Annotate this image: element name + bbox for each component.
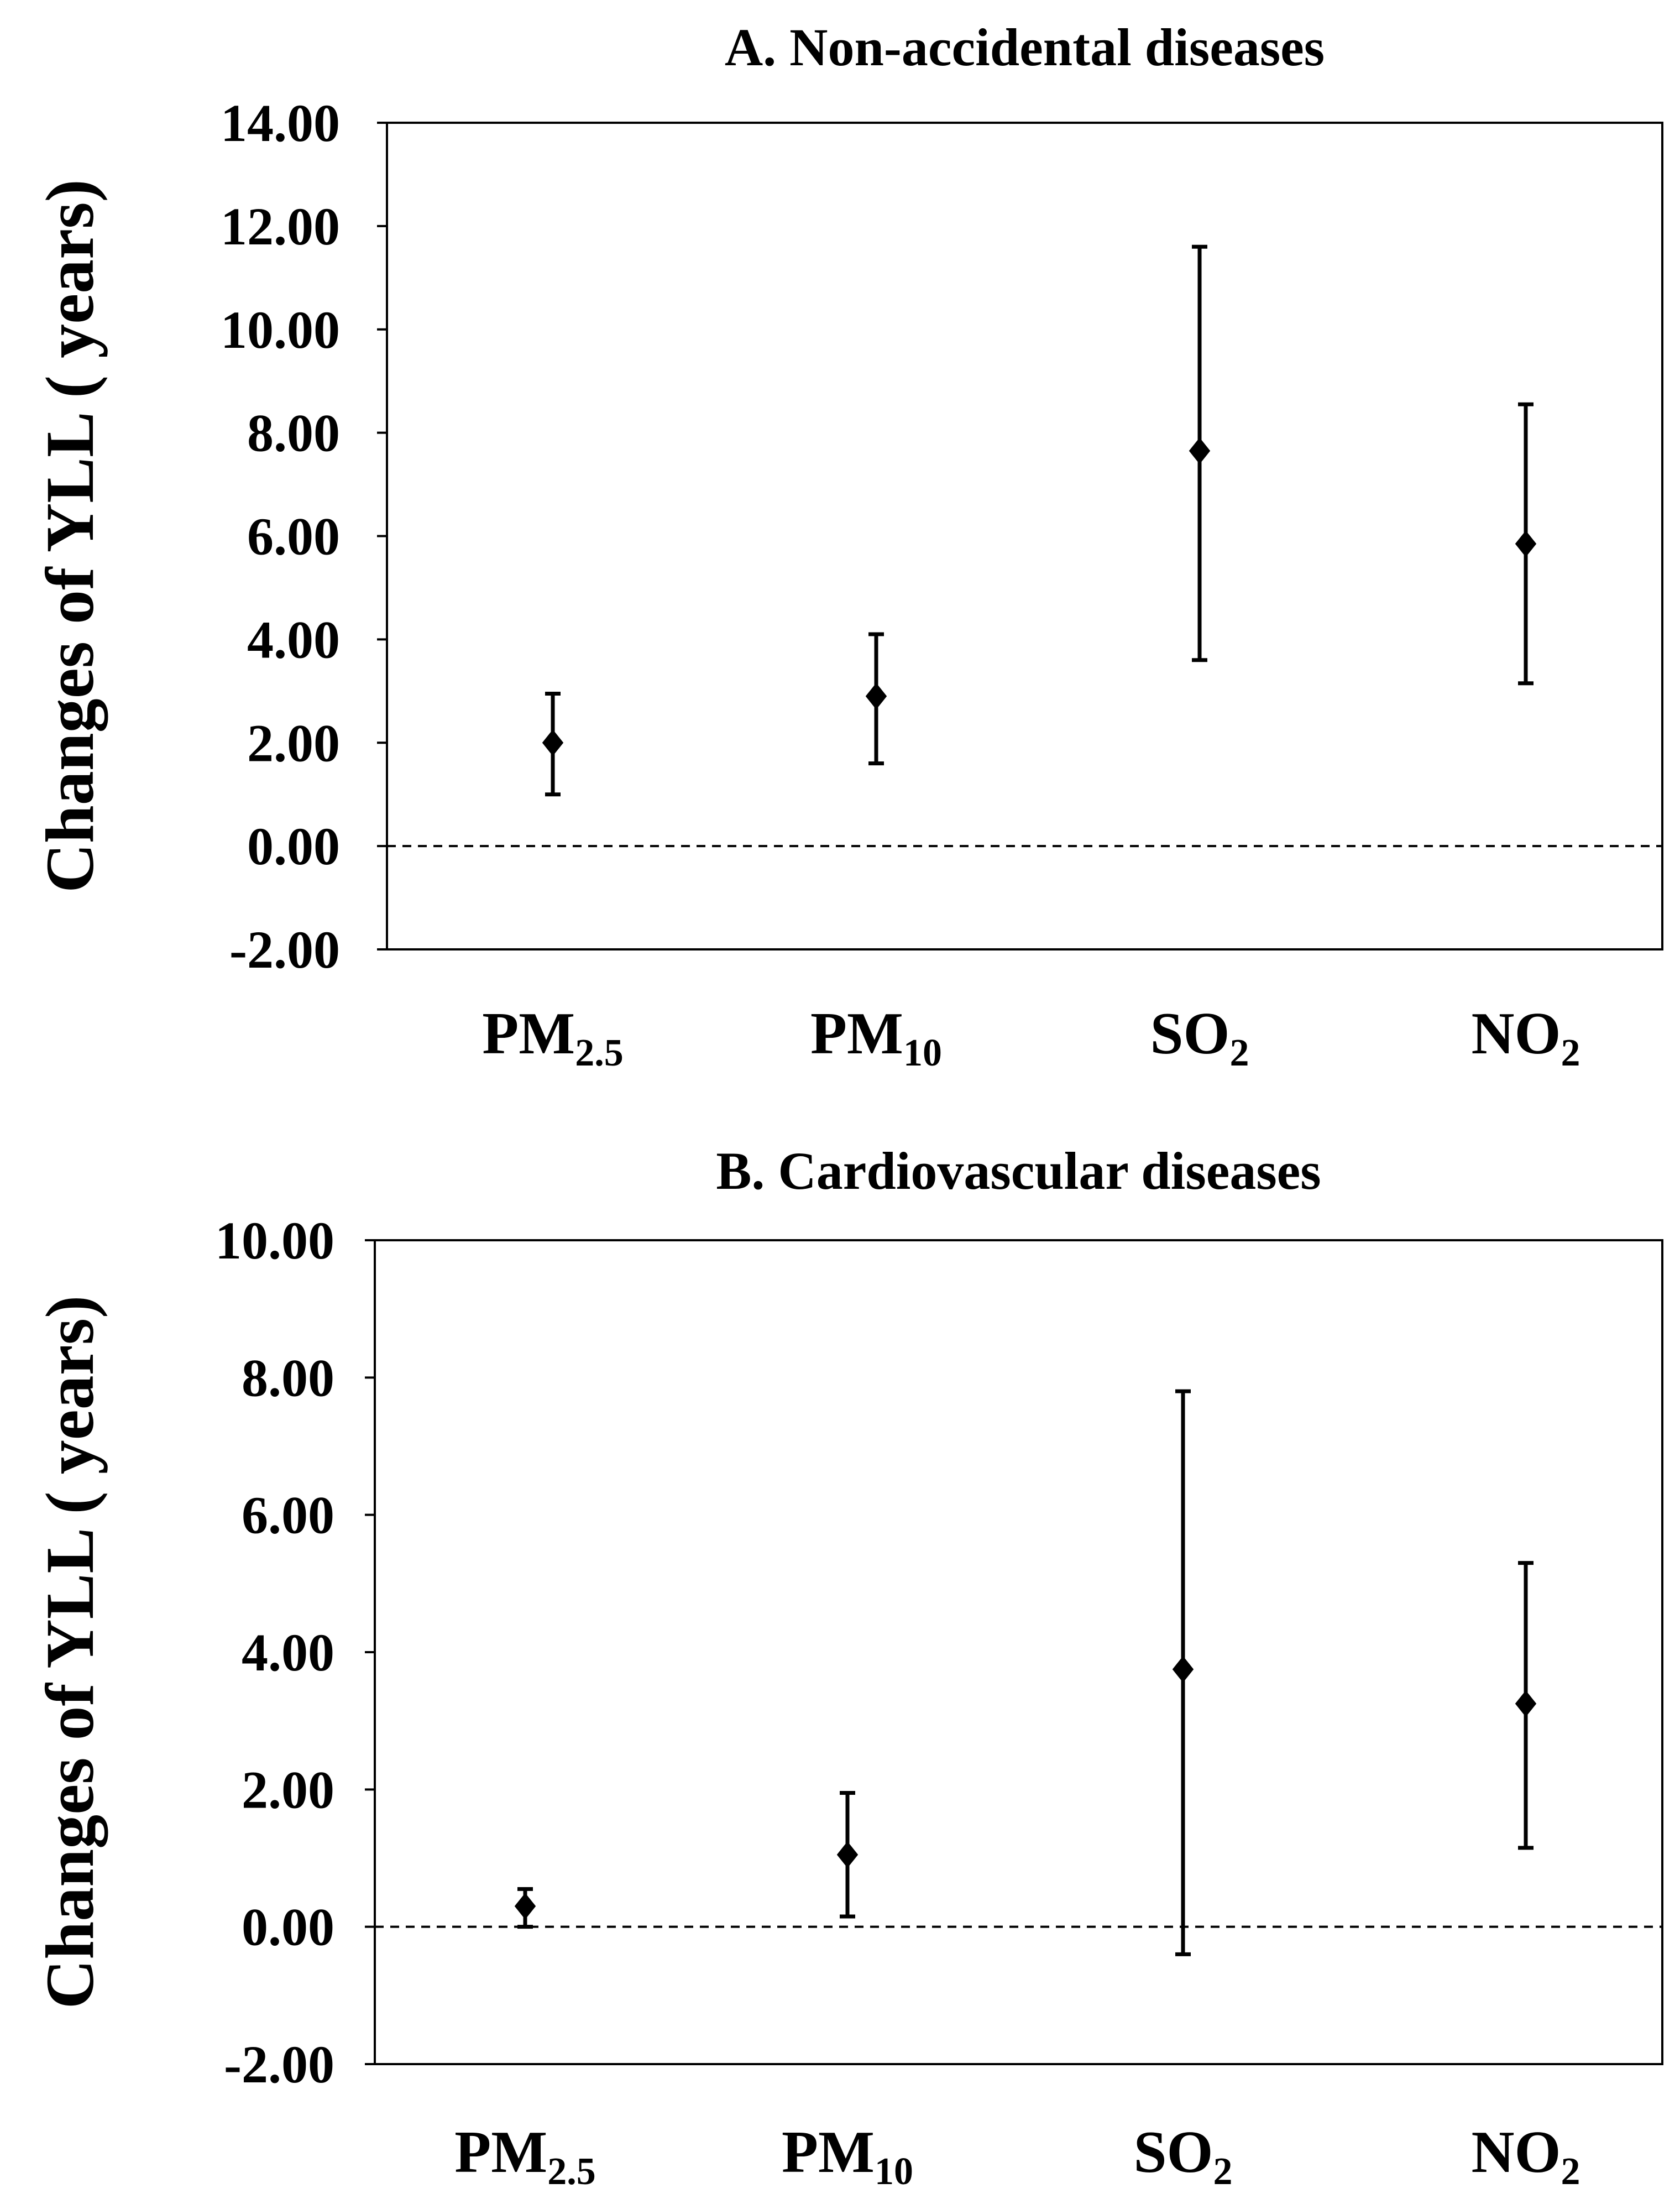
y-tick-label: 10.00 xyxy=(221,300,340,359)
chart-panel-b: B. Cardiovascular diseases -2.00 0.00 2.00 4… xyxy=(32,1141,1663,2193)
y-tick-label: 6.00 xyxy=(247,507,340,566)
y-tick-label: 4.00 xyxy=(242,1623,334,1682)
y-tick-label: 10.00 xyxy=(215,1211,334,1270)
plot-frame xyxy=(374,1239,1663,2065)
plot-frame xyxy=(386,122,1663,950)
x-category-label: SO2 xyxy=(1150,1001,1249,1074)
chart-title: A. Non-accidental diseases xyxy=(725,18,1325,77)
y-tick-label: 0.00 xyxy=(242,1898,334,1957)
y-axis-label: Changes of YLL ( years) xyxy=(32,1296,108,2009)
x-category-label: PM2.5 xyxy=(482,1001,623,1074)
y-tick-label: 8.00 xyxy=(247,404,340,463)
estimate-marker xyxy=(1189,437,1211,464)
y-tick-label: 2.00 xyxy=(247,713,340,772)
y-tick-label: -2.00 xyxy=(229,920,340,979)
y-tick-label: 8.00 xyxy=(242,1348,334,1407)
estimate-marker xyxy=(1172,1656,1194,1683)
y-tick-label: 6.00 xyxy=(242,1486,334,1545)
y-axis-label: Changes of YLL ( years) xyxy=(32,179,108,893)
x-category-label: PM10 xyxy=(810,1001,942,1074)
y-tick-label: 2.00 xyxy=(242,1760,334,1819)
estimate-marker xyxy=(514,1893,536,1920)
chart-panel-a: A. Non-accidental diseases -2.00 0.00 2.00 4… xyxy=(32,18,1663,1074)
chart-title: B. Cardiovascular diseases xyxy=(716,1141,1321,1200)
estimate-marker xyxy=(1515,530,1537,557)
estimate-marker xyxy=(836,1841,859,1868)
estimate-marker xyxy=(542,729,564,756)
x-category-label: PM2.5 xyxy=(454,2119,595,2193)
y-tick-label: 12.00 xyxy=(221,197,340,256)
y-tick-label: -2.00 xyxy=(224,2035,334,2094)
y-tick-label: 14.00 xyxy=(221,93,340,153)
estimate-marker xyxy=(865,683,887,710)
x-category-label: PM10 xyxy=(782,2119,913,2193)
y-tick-label: 4.00 xyxy=(247,610,340,669)
x-category-label: NO2 xyxy=(1472,1001,1580,1074)
estimate-marker xyxy=(1515,1690,1537,1717)
y-tick-label: 0.00 xyxy=(247,817,340,876)
x-category-label: NO2 xyxy=(1472,2119,1580,2193)
x-category-label: SO2 xyxy=(1133,2119,1232,2193)
